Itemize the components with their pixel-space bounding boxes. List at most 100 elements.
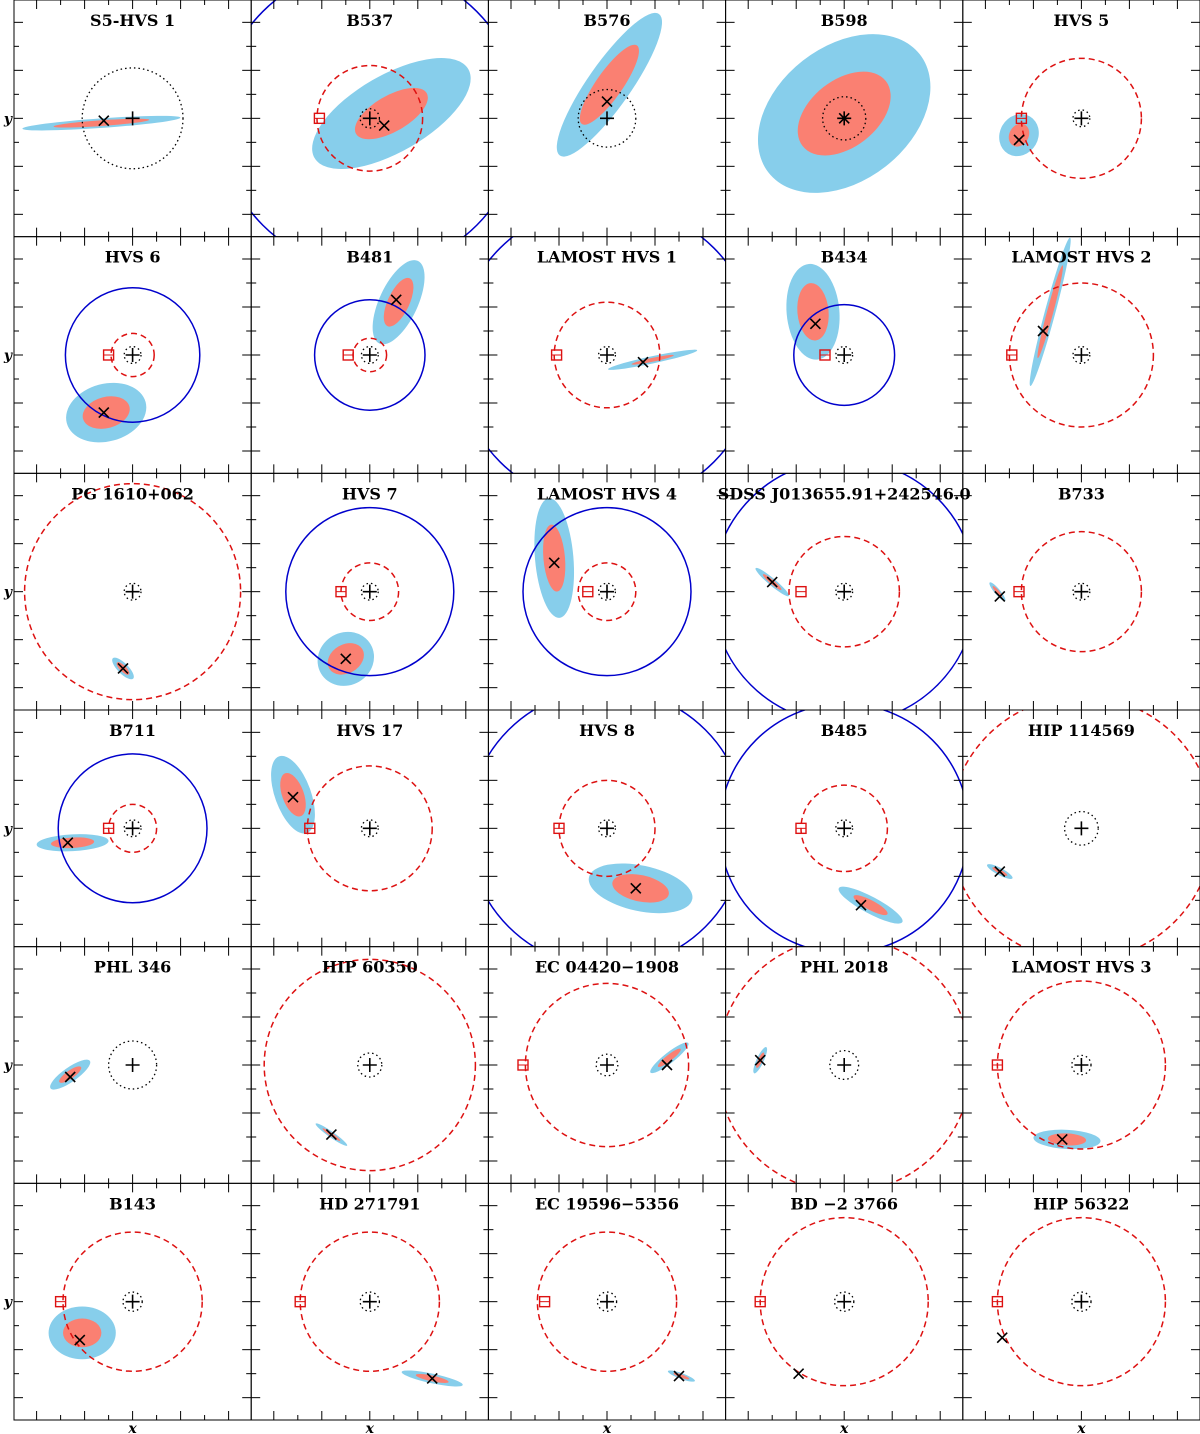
center-plus-marker (1074, 348, 1089, 362)
center-plus-marker (837, 821, 852, 836)
panel-27: HD 271791 (250, 1182, 489, 1421)
y-axis-label: y (3, 585, 13, 601)
confidence-region-inner (657, 1048, 681, 1068)
panel-title: HIP 60350 (322, 958, 418, 977)
y-axis-label: y (3, 1295, 13, 1311)
position-x-marker (754, 1054, 766, 1066)
panel-title: B598 (821, 11, 868, 30)
panel-plot-area (757, 34, 931, 193)
panel-1: S5-HVS 1 (13, 0, 252, 238)
y-axis-label: y (3, 821, 13, 837)
position-x-marker (838, 112, 850, 124)
panel-plot-area (991, 980, 1167, 1150)
position-x-marker (325, 1129, 337, 1141)
panel-title: LAMOST HVS 4 (537, 484, 677, 503)
panel-title: PHL 346 (94, 958, 171, 977)
panel-14: SDSS J013655.91+242546.0 (718, 472, 971, 711)
panel-title: B733 (1058, 484, 1105, 503)
dotted-circle (1072, 345, 1091, 365)
center-plus-marker (600, 348, 614, 362)
center-plus-marker (362, 348, 377, 362)
position-x-marker (630, 882, 642, 894)
panel-plot-area (271, 755, 433, 892)
panel-title: LAMOST HVS 2 (1011, 248, 1151, 267)
panel-title: B481 (346, 248, 393, 267)
confidence-region-inner (1008, 123, 1030, 147)
dotted-circle (360, 582, 379, 601)
panel-plot-area (488, 236, 726, 474)
panel-plot-area (23, 482, 242, 701)
panel-17: HVS 17 (250, 709, 489, 948)
dotted-circle (821, 96, 867, 141)
confidence-region-inner (62, 1318, 102, 1348)
dotted-circle (359, 108, 381, 129)
confidence-region-inner (59, 1066, 82, 1083)
panel-24: PHL 2018 (725, 946, 964, 1184)
x-axis-label: x (602, 1421, 612, 1434)
panel-15: B733 (962, 472, 1200, 711)
panel-plot-area (517, 982, 690, 1148)
dashed-orbit-circle (23, 482, 242, 701)
panel-29: BD −2 3766 (725, 1182, 964, 1421)
dotted-circle (1072, 109, 1091, 128)
center-plus-marker (837, 1058, 852, 1072)
confidence-region-inner (543, 524, 566, 592)
center-plus-marker (1074, 1058, 1089, 1072)
dashed-orbit-circle (263, 958, 477, 1172)
dotted-circle (835, 345, 854, 365)
panel-plot-area (251, 0, 489, 237)
confidence-region-inner (853, 895, 888, 916)
position-x-marker (390, 294, 402, 306)
panel-5: HVS 5 (962, 0, 1200, 238)
panel-plot-area (488, 710, 726, 947)
dashed-orbit-circle (536, 1231, 678, 1373)
dotted-circle (595, 1053, 619, 1077)
position-x-marker (601, 95, 613, 108)
panel-12: HVS 7 (250, 472, 489, 711)
position-x-marker (793, 1368, 805, 1380)
center-plus-marker (837, 1294, 852, 1309)
panel-19: B485 (725, 709, 964, 948)
dotted-circle (1071, 1291, 1092, 1312)
panel-plot-area (999, 57, 1143, 180)
panel-plot-area (556, 12, 663, 157)
position-x-marker (994, 590, 1006, 603)
position-x-marker (1037, 325, 1049, 337)
center-plus-marker (1074, 584, 1089, 599)
dotted-circle (577, 88, 637, 148)
dashed-orbit-circle (62, 1231, 203, 1373)
x-axis-label: x (839, 1421, 849, 1434)
panel-plot-area (48, 1231, 203, 1373)
center-plus-marker (837, 348, 852, 362)
position-x-marker (378, 119, 390, 132)
center-plus-marker (362, 821, 377, 836)
dashed-orbit-circle (788, 535, 901, 648)
position-x-marker (117, 662, 129, 675)
panel-title: B143 (109, 1194, 156, 1213)
position-x-marker (62, 837, 74, 849)
panel-plot-area (64, 287, 201, 443)
dotted-circle (360, 345, 379, 365)
panel-title: B485 (821, 721, 868, 740)
panel-25: LAMOST HVS 3 (962, 946, 1200, 1184)
confidence-region-inner (280, 772, 306, 817)
panel-title: BD −2 3766 (790, 1194, 898, 1213)
center-plus-marker (837, 584, 852, 599)
confidence-region-inner (612, 874, 669, 903)
dashed-orbit-circle (110, 332, 155, 378)
panel-30: HIP 56322 (962, 1182, 1200, 1421)
panel-28: EC 19596−5356 (487, 1182, 727, 1421)
solid-orbit-circle (64, 287, 201, 423)
panel-plot-area (1006, 237, 1155, 428)
dotted-circle (359, 1291, 381, 1312)
center-plus-marker (125, 348, 140, 362)
position-x-marker (994, 865, 1006, 878)
panel-title: B576 (584, 11, 631, 30)
panel-10: LAMOST HVS 2 (962, 236, 1200, 474)
panel-title: HVS 8 (579, 721, 635, 740)
panel-plot-area (522, 498, 692, 677)
panel-title: PHL 2018 (800, 958, 889, 977)
panel-title: HVS 5 (1054, 11, 1110, 30)
panel-title: HIP 114569 (1028, 721, 1135, 740)
